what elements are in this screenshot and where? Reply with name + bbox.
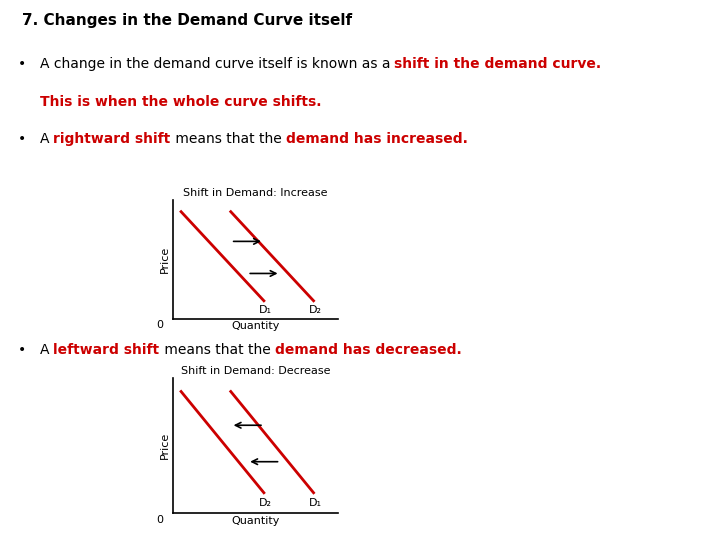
Text: leftward shift: leftward shift [53,343,160,357]
Text: This is when the whole curve shifts.: This is when the whole curve shifts. [40,94,321,109]
Text: •: • [18,343,26,357]
Text: D₁: D₁ [309,498,322,508]
Text: 7. Changes in the Demand Curve itself: 7. Changes in the Demand Curve itself [22,14,352,29]
Text: shift in the demand curve.: shift in the demand curve. [395,57,602,71]
Text: means that the: means that the [171,132,286,146]
Text: means that the: means that the [160,343,275,357]
Text: demand has increased.: demand has increased. [286,132,468,146]
Text: rightward shift: rightward shift [53,132,171,146]
Title: Shift in Demand: Decrease: Shift in Demand: Decrease [181,366,330,376]
Y-axis label: Price: Price [160,246,170,273]
X-axis label: Quantity: Quantity [231,321,280,332]
X-axis label: Quantity: Quantity [231,516,280,526]
Text: •: • [18,132,26,146]
Text: D₂: D₂ [309,305,322,315]
Text: A: A [40,132,53,146]
Text: •: • [18,57,26,71]
Text: D₂: D₂ [259,498,272,508]
Text: A change in the demand curve itself is known as a: A change in the demand curve itself is k… [40,57,395,71]
Text: demand has decreased.: demand has decreased. [275,343,462,357]
Title: Shift in Demand: Increase: Shift in Demand: Increase [184,187,328,198]
Text: 0: 0 [156,320,163,329]
Y-axis label: Price: Price [160,432,170,459]
Text: 0: 0 [156,515,163,525]
Text: D₁: D₁ [259,305,272,315]
Text: A: A [40,343,53,357]
